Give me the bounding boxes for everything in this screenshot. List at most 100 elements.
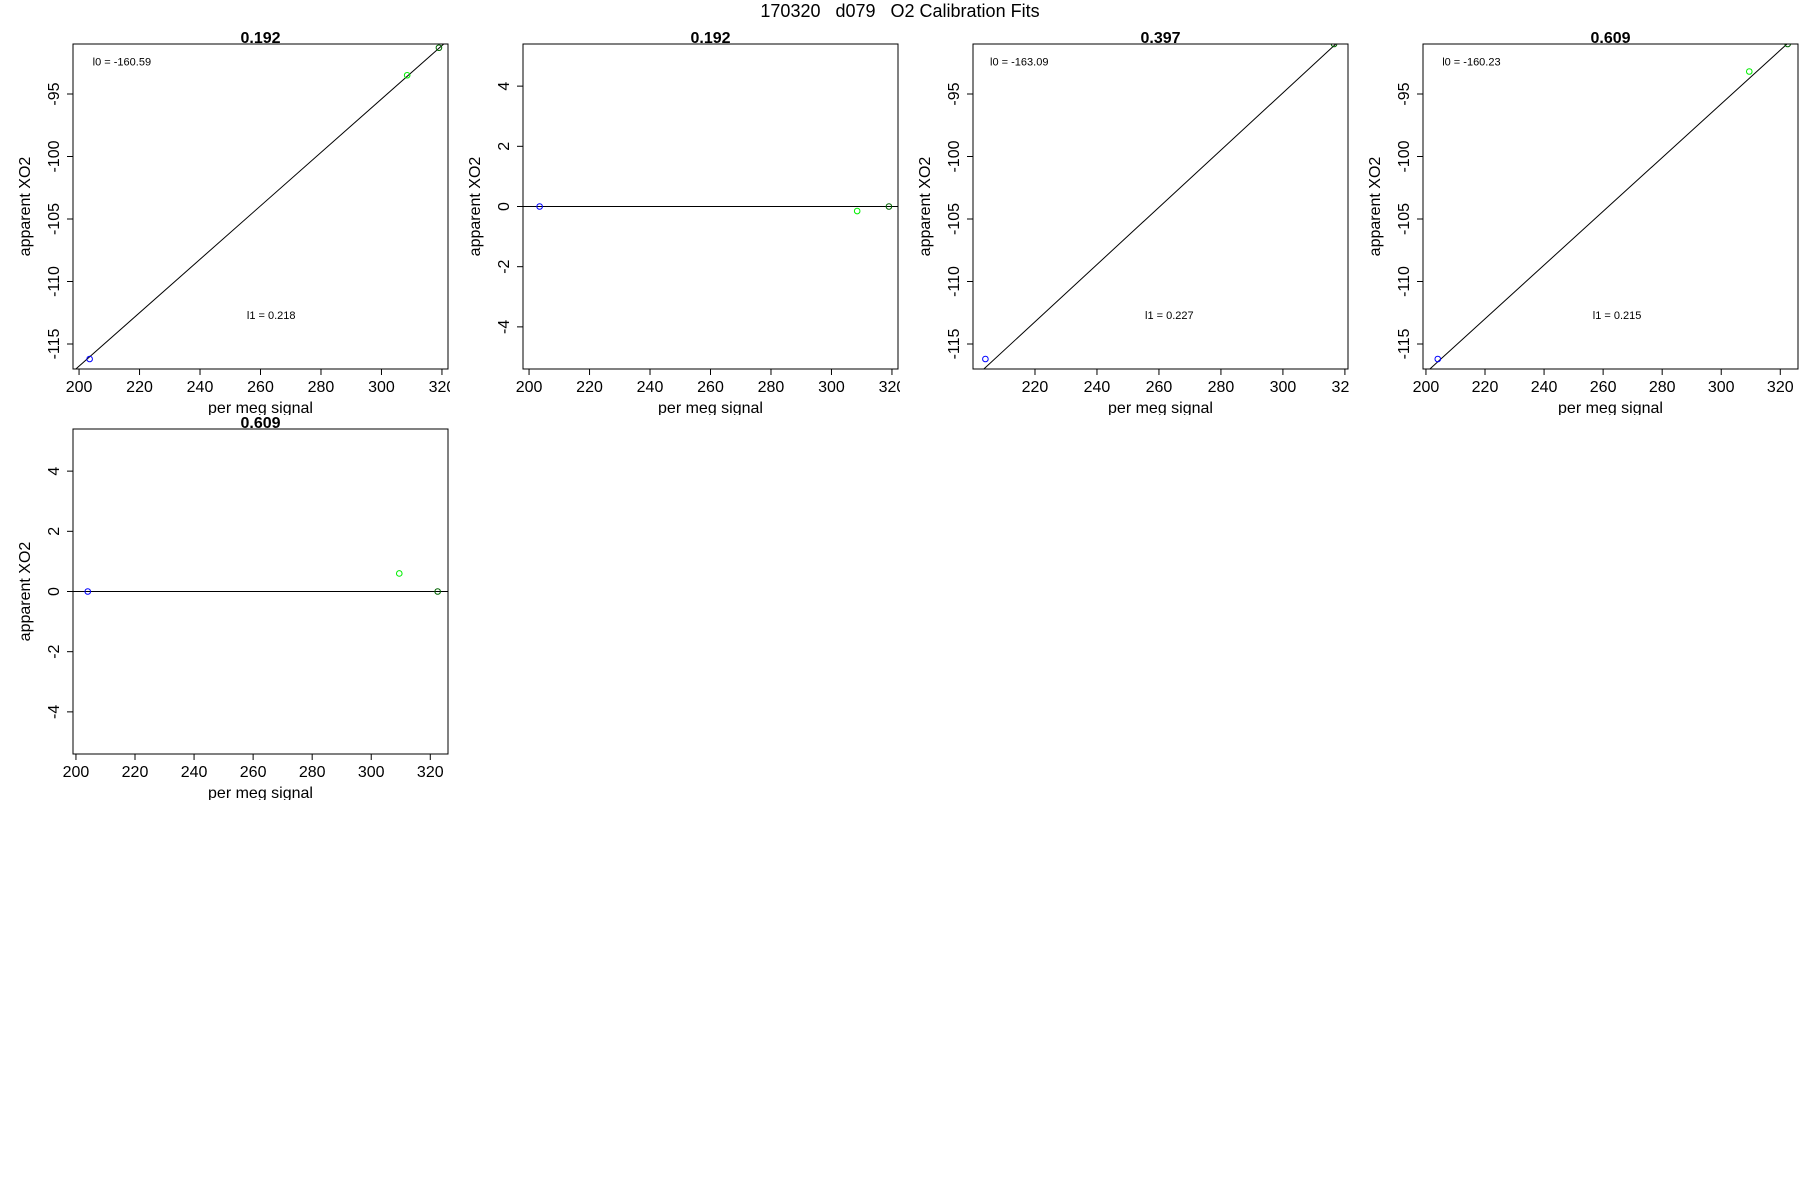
x-axis-label: per meg signal <box>1108 400 1213 415</box>
x-tick-label: 300 <box>358 764 385 781</box>
plot-title: 0.397 <box>1140 30 1180 47</box>
y-tick-label: -95 <box>46 82 63 105</box>
x-tick-label: 240 <box>181 764 208 781</box>
x-tick-label: 260 <box>240 764 267 781</box>
y-tick-label: -105 <box>946 203 963 235</box>
x-tick-label: 280 <box>299 764 326 781</box>
data-point <box>403 71 411 79</box>
plot-area <box>523 203 898 215</box>
x-tick-label: 280 <box>1649 379 1676 396</box>
x-tick-label: 220 <box>126 379 153 396</box>
plot-area <box>73 570 448 595</box>
data-point <box>1434 355 1442 363</box>
x-tick-label: 300 <box>1270 379 1297 396</box>
x-tick-label: 220 <box>122 764 149 781</box>
x-tick-label: 280 <box>1208 379 1235 396</box>
y-tick-label: -110 <box>46 266 63 297</box>
y-tick-label: 0 <box>496 202 513 211</box>
y-tick-label: -105 <box>46 203 63 235</box>
fit-line <box>75 44 445 369</box>
plot-area <box>1429 44 1791 369</box>
x-tick-label: 320 <box>417 764 444 781</box>
plot-title: 0.609 <box>240 415 280 432</box>
y-tick-label: -100 <box>1396 140 1413 172</box>
x-tick-label: 220 <box>576 379 603 396</box>
y-tick-label: -100 <box>946 140 963 172</box>
x-tick-label: 260 <box>1590 379 1617 396</box>
data-point <box>536 203 543 210</box>
data-point <box>885 203 893 210</box>
data-point <box>435 44 443 52</box>
y-tick-label: 2 <box>496 142 513 151</box>
plot-title: 0.609 <box>1590 30 1630 47</box>
fit-coefficient-label: l0 = -160.23 <box>1442 56 1500 68</box>
x-tick-label: 240 <box>1531 379 1558 396</box>
y-tick-label: 2 <box>46 527 63 536</box>
y-tick-label: 4 <box>496 82 513 91</box>
x-tick-label: 200 <box>516 379 543 396</box>
data-point <box>395 570 403 577</box>
figure-title: 170320 d079 O2 Calibration Fits <box>760 1 1040 21</box>
x-tick-label: 240 <box>1084 379 1111 396</box>
calibration-plot-2: 0.192200220240260280300320per meg signal… <box>467 30 900 415</box>
y-tick-label: 4 <box>46 467 63 476</box>
y-tick-label: -2 <box>46 644 63 658</box>
x-tick-label: 320 <box>879 379 900 396</box>
data-point <box>1330 44 1338 48</box>
y-tick-label: -95 <box>1396 82 1413 105</box>
x-tick-label: 240 <box>637 379 664 396</box>
x-axis-label: per meg signal <box>1558 400 1663 415</box>
y-axis-label: apparent XO2 <box>17 542 34 642</box>
x-tick-label: 240 <box>187 379 214 396</box>
data-point <box>982 355 989 363</box>
fit-line <box>983 44 1337 369</box>
plot-area <box>982 44 1338 369</box>
y-axis-label: apparent XO2 <box>917 157 934 257</box>
x-tick-label: 260 <box>247 379 274 396</box>
x-tick-label: 280 <box>308 379 335 396</box>
x-axis-label: per meg signal <box>658 400 763 415</box>
y-tick-label: 0 <box>46 587 63 596</box>
fit-coefficient-label: l0 = -160.59 <box>93 56 151 68</box>
calibration-plot-3: 0.397 220 240 260 280 300 320 per meg signal -11… <box>917 30 1350 415</box>
fit-line <box>1429 44 1788 369</box>
y-tick-label: -4 <box>46 705 63 719</box>
x-tick-label: 300 <box>368 379 395 396</box>
x-tick-label: 200 <box>66 379 93 396</box>
plot-area <box>75 44 445 369</box>
x-axis-label: per meg signal <box>208 400 313 415</box>
plot-title: 0.192 <box>690 30 730 47</box>
calibration-plot-4: 0.609 200 220 240 260 280 300 320 per meg signal… <box>1367 30 1799 415</box>
data-point <box>434 588 441 595</box>
y-tick-label: -115 <box>1396 328 1413 359</box>
x-tick-label: 220 <box>1022 379 1049 396</box>
x-tick-label: 200 <box>1413 379 1440 396</box>
y-tick-label: -4 <box>496 320 513 334</box>
x-tick-label: 320 <box>1767 379 1794 396</box>
y-tick-label: -110 <box>946 266 963 297</box>
data-point <box>84 588 92 595</box>
y-axis-label: apparent XO2 <box>1367 157 1384 257</box>
x-tick-label: 200 <box>63 764 90 781</box>
fit-coefficient-label: l1 = 0.218 <box>247 310 296 322</box>
x-tick-label: 320 <box>1332 379 1350 396</box>
y-tick-label: -95 <box>946 82 963 105</box>
x-tick-label: 320 <box>429 379 450 396</box>
calibration-plot-1: 0.192 200 220 240 260 280 300 320 per meg signal… <box>17 30 450 415</box>
x-tick-label: 260 <box>1146 379 1173 396</box>
data-point <box>86 355 93 363</box>
x-tick-label: 280 <box>758 379 785 396</box>
fit-coefficient-label: l0 = -163.09 <box>990 56 1048 68</box>
fit-coefficient-label: l1 = 0.227 <box>1145 310 1194 322</box>
data-point <box>1745 68 1753 75</box>
fit-coefficient-label: l1 = 0.215 <box>1593 310 1642 322</box>
x-tick-label: 300 <box>1708 379 1735 396</box>
y-tick-label: -100 <box>46 140 63 172</box>
x-tick-label: 260 <box>697 379 724 396</box>
y-tick-label: -110 <box>1396 266 1413 297</box>
y-tick-label: -115 <box>946 328 963 359</box>
data-point <box>1784 44 1791 48</box>
y-tick-label: -2 <box>496 259 513 273</box>
y-axis-label: apparent XO2 <box>17 157 34 257</box>
y-tick-label: -105 <box>1396 203 1413 235</box>
